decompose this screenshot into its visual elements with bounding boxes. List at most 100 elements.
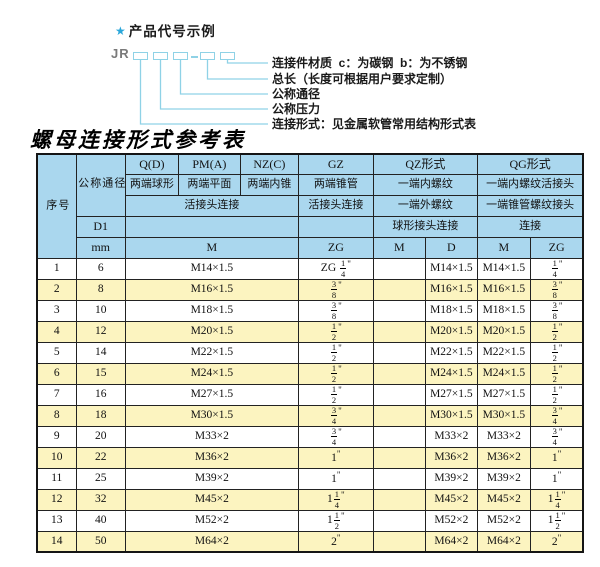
- qg-zg-cell: 1 4 ": [529, 257, 584, 280]
- qg-zg-cell: 1 2 ": [529, 320, 584, 343]
- inch-mark: ": [558, 259, 563, 270]
- qz-d-cell: M64×2: [424, 530, 478, 553]
- table-row: 10 22 M36×2 1" M36×2 M36×2 1": [36, 446, 584, 469]
- header-qz-sub-d: D: [424, 236, 478, 259]
- seq-cell: 13: [36, 509, 77, 532]
- header-q-ends: 两端球形: [124, 173, 179, 196]
- gz-zg-cell: 1": [297, 446, 374, 469]
- m-cell: M36×2: [124, 446, 299, 469]
- table-row: 9 20 M33×2 3 4 " M33×2 M33×2 3 4 ": [36, 425, 584, 448]
- zg-whole: 1: [327, 493, 333, 506]
- inch-mark: ": [558, 301, 563, 312]
- m-cell: M27×1.5: [124, 383, 299, 406]
- seq-cell: 9: [36, 425, 77, 448]
- table-row: 2 8 M16×1.5 3 8 " M16×1.5 M16×1.5 3 8 ": [36, 278, 584, 301]
- seq-cell: 8: [36, 404, 77, 427]
- inch-mark: ": [558, 406, 563, 417]
- m-cell: M18×1.5: [124, 299, 299, 322]
- table-row: 6 15 M24×1.5 1 2 " M24×1.5 M24×1.5 1 2 ": [36, 362, 584, 385]
- zg-whole: 1: [551, 452, 558, 465]
- header-union-conn: 活接头连接: [124, 194, 299, 217]
- inch-mark: ": [558, 364, 563, 375]
- zg-whole: 1: [551, 473, 558, 486]
- dn-cell: 22: [75, 446, 126, 469]
- m-cell: M33×2: [124, 425, 299, 448]
- zg-whole: 1: [547, 493, 554, 506]
- qz-d-cell: M14×1.5: [424, 257, 478, 280]
- table-row: 11 25 M39×2 1" M39×2 M39×2 1": [36, 467, 584, 490]
- dn-cell: 10: [75, 299, 126, 322]
- qz-m-cell: [372, 383, 426, 406]
- product-code-diagram: ★ 产品代号示例 JR 连接件材质 c：为碳钢 b：为不锈钢 总长（长度可根据用户…: [0, 0, 600, 140]
- seq-cell: 1: [36, 257, 77, 280]
- qz-m-cell: [372, 425, 426, 448]
- seq-cell: 14: [36, 530, 77, 553]
- seq-cell: 10: [36, 446, 77, 469]
- zg-whole: 2: [551, 535, 558, 548]
- gz-zg-cell: 2": [297, 530, 374, 553]
- qg-zg-cell: 3 8 ": [529, 278, 584, 301]
- inch-mark: ": [558, 343, 563, 354]
- qz-m-cell: [372, 278, 426, 301]
- zg-whole: 1: [327, 514, 333, 527]
- header-qg-row2: 一端内螺纹活接头: [476, 173, 584, 196]
- label-nominal-pressure: 公称压力: [272, 102, 321, 116]
- qg-zg-cell: 3 4 ": [529, 425, 584, 448]
- code-box-4: [200, 52, 215, 60]
- qg-zg-cell: 1 1 2 ": [529, 509, 584, 532]
- header-d1: D1: [75, 215, 126, 238]
- header-empty-gz: [297, 215, 374, 238]
- qg-m-cell: M33×2: [476, 425, 531, 448]
- zg-prefix: ZG: [320, 262, 340, 275]
- dn-cell: 50: [75, 530, 126, 553]
- qg-m-cell: M45×2: [476, 488, 531, 511]
- inch-mark: ": [557, 449, 562, 460]
- qz-d-cell: M24×1.5: [424, 362, 478, 385]
- dn-cell: 16: [75, 383, 126, 406]
- header-qz-sub-m: M: [372, 236, 426, 259]
- seq-cell: 11: [36, 467, 77, 490]
- m-cell: M22×1.5: [124, 341, 299, 364]
- qz-d-cell: M45×2: [424, 488, 478, 511]
- zg-whole: 2: [331, 535, 337, 548]
- inch-mark: ": [336, 449, 341, 460]
- dn-cell: 14: [75, 341, 126, 364]
- inch-mark: ": [338, 322, 342, 333]
- qg-m-cell: M18×1.5: [476, 299, 531, 322]
- dn-cell: 40: [75, 509, 126, 532]
- header-seq: 序号: [36, 153, 77, 259]
- zg-whole: 1: [547, 514, 554, 527]
- m-cell: M52×2: [124, 509, 299, 532]
- inch-mark: ": [557, 470, 562, 481]
- nut-connection-table: 序号 公称通径 Q(D) PM(A) NZ(C) GZ QZ形式 QG形式 两端…: [36, 153, 585, 553]
- dn-cell: 15: [75, 362, 126, 385]
- gz-zg-cell: 1": [297, 467, 374, 490]
- qz-m-cell: [372, 488, 426, 511]
- label-connection-type: 连接形式：见金属软管常用结构形式表: [272, 117, 477, 131]
- qg-zg-cell: 3 8 ": [529, 299, 584, 322]
- inch-mark: ": [347, 259, 351, 270]
- table-title: 螺母连接形式参考表: [30, 128, 246, 152]
- m-cell: M20×1.5: [124, 320, 299, 343]
- header-m-span: M: [124, 236, 299, 259]
- table-row: 7 16 M27×1.5 1 2 " M27×1.5 M27×1.5 1 2 ": [36, 383, 584, 406]
- header-gz-sub: ZG: [297, 236, 374, 259]
- header-code-qg: QG形式: [476, 153, 584, 175]
- qz-d-cell: M52×2: [424, 509, 478, 532]
- gz-zg-cell: 1 1 2 ": [297, 509, 374, 532]
- qg-m-cell: M20×1.5: [476, 320, 531, 343]
- table-row: 8 18 M30×1.5 3 4 " M30×1.5 M30×1.5 3 4 ": [36, 404, 584, 427]
- inch-mark: ": [336, 470, 341, 481]
- header-dn: 公称通径: [75, 153, 126, 217]
